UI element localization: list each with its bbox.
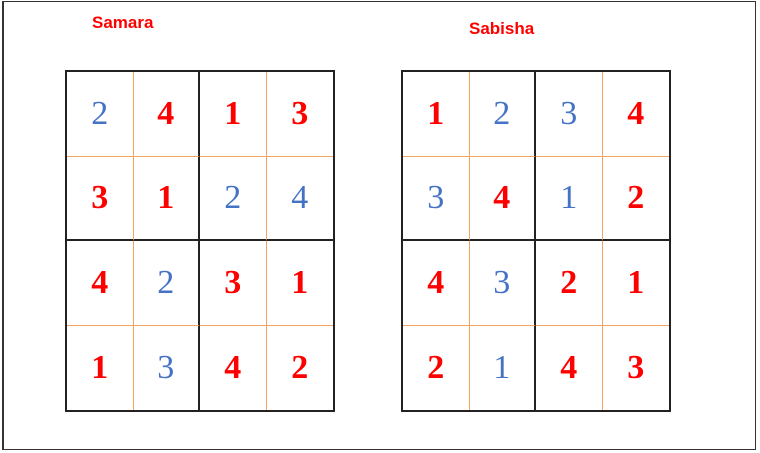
- grid-cell: 2: [469, 72, 536, 157]
- grid-cell: 1: [133, 156, 200, 241]
- grid-cell: 1: [403, 72, 470, 157]
- grid-cell: 3: [134, 325, 200, 410]
- grid-cell: 4: [536, 325, 603, 410]
- grid-cell: 4: [469, 156, 536, 241]
- grid-cell: 3: [627, 348, 645, 386]
- grid-cell: 1: [536, 156, 603, 241]
- grid-cell: 2: [602, 157, 669, 241]
- grid-cell: 3: [469, 241, 536, 326]
- title-samara: Samara: [92, 13, 154, 32]
- grid-cell: 2: [536, 241, 603, 326]
- grid-cell: 2: [67, 72, 134, 157]
- grid-cell: 3: [403, 156, 470, 241]
- grid-cell: 3: [200, 241, 267, 326]
- title-sabisha: Sabisha: [469, 19, 535, 38]
- grid-cell: 4: [266, 157, 333, 241]
- grid-cell: 4: [602, 72, 669, 157]
- grid-cell: 1: [602, 241, 669, 326]
- grid-cell: 3: [67, 156, 134, 241]
- grid-cell: 1: [67, 325, 134, 410]
- grid-cell: 2: [291, 348, 309, 386]
- grid-cell: 3: [266, 72, 333, 157]
- grid-cell: 3: [536, 72, 603, 157]
- grid-cell: 2: [200, 156, 267, 241]
- grid-cell: 1: [470, 325, 536, 410]
- grid-cell: 1: [266, 241, 333, 326]
- grid-cell: 4: [403, 241, 470, 326]
- grid-cell: 4: [200, 325, 267, 410]
- grid-cell: 4: [133, 72, 200, 157]
- grid-cell: 2: [133, 241, 200, 326]
- grid-cell: 4: [67, 241, 134, 326]
- grid-cell: 2: [403, 325, 470, 410]
- grid-cell: 1: [200, 72, 267, 157]
